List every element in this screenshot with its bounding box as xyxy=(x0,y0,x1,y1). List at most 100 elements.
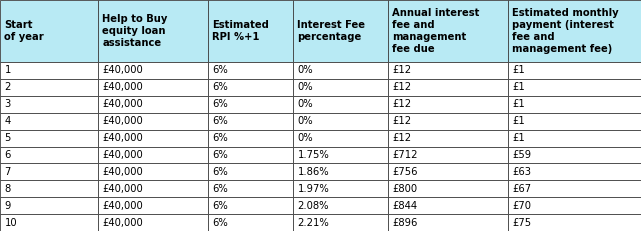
Bar xyxy=(388,0,508,62)
Bar xyxy=(508,197,641,214)
Text: £40,000: £40,000 xyxy=(103,133,143,143)
Text: 1.75%: 1.75% xyxy=(297,150,329,160)
Text: £1: £1 xyxy=(513,82,525,92)
Text: £896: £896 xyxy=(392,218,418,228)
Text: 2.21%: 2.21% xyxy=(297,218,329,228)
Bar xyxy=(98,96,208,113)
Text: 3: 3 xyxy=(4,99,11,109)
Bar xyxy=(98,214,208,231)
Text: £1: £1 xyxy=(513,65,525,76)
Text: £756: £756 xyxy=(392,167,418,177)
Bar xyxy=(98,197,208,214)
Text: £1: £1 xyxy=(513,116,525,126)
Text: 6%: 6% xyxy=(212,133,228,143)
Text: £1: £1 xyxy=(513,99,525,109)
Bar xyxy=(293,130,388,146)
Bar xyxy=(293,0,388,62)
Text: 8: 8 xyxy=(4,184,11,194)
Bar xyxy=(208,197,293,214)
Text: 10: 10 xyxy=(4,218,17,228)
Text: £40,000: £40,000 xyxy=(103,65,143,76)
Text: £40,000: £40,000 xyxy=(103,82,143,92)
Bar xyxy=(293,146,388,163)
Text: £40,000: £40,000 xyxy=(103,201,143,211)
Text: £67: £67 xyxy=(513,184,531,194)
Text: 5: 5 xyxy=(4,133,11,143)
Bar xyxy=(98,62,208,79)
Text: £712: £712 xyxy=(392,150,418,160)
Text: 1.86%: 1.86% xyxy=(297,167,329,177)
Text: £40,000: £40,000 xyxy=(103,150,143,160)
Bar xyxy=(98,130,208,146)
Bar xyxy=(98,0,208,62)
Bar xyxy=(388,113,508,130)
Text: £12: £12 xyxy=(392,116,412,126)
Text: £63: £63 xyxy=(513,167,531,177)
Text: 4: 4 xyxy=(4,116,11,126)
Bar xyxy=(388,62,508,79)
Text: 6%: 6% xyxy=(212,99,228,109)
Bar xyxy=(388,180,508,197)
Text: 0%: 0% xyxy=(297,116,313,126)
Text: £844: £844 xyxy=(392,201,418,211)
Bar xyxy=(208,214,293,231)
Text: 0%: 0% xyxy=(297,82,313,92)
Bar xyxy=(0,96,98,113)
Text: Interest Fee
percentage: Interest Fee percentage xyxy=(297,20,365,42)
Text: 6%: 6% xyxy=(212,82,228,92)
Bar xyxy=(388,79,508,96)
Bar xyxy=(98,180,208,197)
Text: £40,000: £40,000 xyxy=(103,167,143,177)
Bar xyxy=(208,180,293,197)
Text: 6%: 6% xyxy=(212,167,228,177)
Text: £12: £12 xyxy=(392,82,412,92)
Bar xyxy=(388,214,508,231)
Text: 6: 6 xyxy=(4,150,11,160)
Text: £40,000: £40,000 xyxy=(103,116,143,126)
Text: £40,000: £40,000 xyxy=(103,184,143,194)
Bar xyxy=(208,79,293,96)
Bar xyxy=(208,62,293,79)
Bar xyxy=(0,0,98,62)
Text: 6%: 6% xyxy=(212,218,228,228)
Bar xyxy=(0,113,98,130)
Bar xyxy=(293,163,388,180)
Bar xyxy=(388,130,508,146)
Text: 0%: 0% xyxy=(297,65,313,76)
Text: 0%: 0% xyxy=(297,133,313,143)
Text: Start
of year: Start of year xyxy=(4,20,44,42)
Bar xyxy=(0,79,98,96)
Bar xyxy=(388,197,508,214)
Bar xyxy=(208,96,293,113)
Bar xyxy=(293,113,388,130)
Bar xyxy=(388,146,508,163)
Bar xyxy=(508,180,641,197)
Bar xyxy=(388,163,508,180)
Bar xyxy=(508,214,641,231)
Bar xyxy=(208,163,293,180)
Text: Estimated
RPI %+1: Estimated RPI %+1 xyxy=(212,20,269,42)
Bar xyxy=(293,214,388,231)
Bar xyxy=(0,146,98,163)
Text: Annual interest
fee and
management
fee due: Annual interest fee and management fee d… xyxy=(392,8,480,54)
Bar xyxy=(293,96,388,113)
Bar xyxy=(508,130,641,146)
Text: £59: £59 xyxy=(513,150,531,160)
Bar xyxy=(388,96,508,113)
Text: £70: £70 xyxy=(513,201,531,211)
Bar xyxy=(98,163,208,180)
Bar xyxy=(0,214,98,231)
Text: 7: 7 xyxy=(4,167,11,177)
Text: £12: £12 xyxy=(392,133,412,143)
Text: £12: £12 xyxy=(392,65,412,76)
Bar xyxy=(0,180,98,197)
Bar xyxy=(508,113,641,130)
Text: £800: £800 xyxy=(392,184,418,194)
Bar xyxy=(293,180,388,197)
Text: £75: £75 xyxy=(513,218,531,228)
Text: Estimated monthly
payment (interest
fee and
management fee): Estimated monthly payment (interest fee … xyxy=(513,8,619,54)
Text: 9: 9 xyxy=(4,201,11,211)
Text: 6%: 6% xyxy=(212,65,228,76)
Bar xyxy=(508,163,641,180)
Bar xyxy=(208,130,293,146)
